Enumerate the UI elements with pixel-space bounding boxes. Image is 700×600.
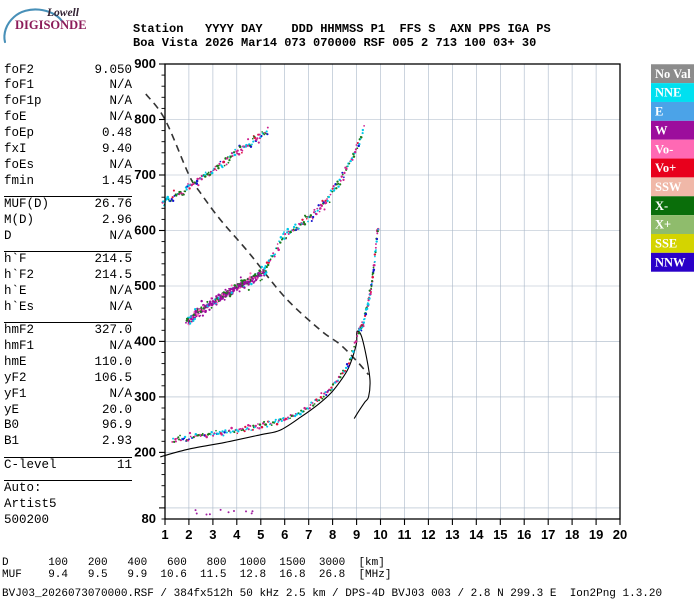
svg-text:X+: X+ (655, 218, 671, 232)
svg-text:Vo-: Vo- (655, 142, 673, 156)
svg-text:W: W (655, 123, 668, 137)
svg-text:Vo+: Vo+ (655, 161, 676, 175)
svg-text:SSE: SSE (655, 237, 677, 251)
svg-text:NNE: NNE (655, 86, 681, 100)
svg-text:E: E (655, 105, 663, 119)
svg-text:X-: X- (655, 199, 668, 213)
svg-text:SSW: SSW (655, 180, 682, 194)
svg-text:NNW: NNW (655, 255, 686, 269)
svg-text:No Val: No Val (655, 67, 691, 81)
